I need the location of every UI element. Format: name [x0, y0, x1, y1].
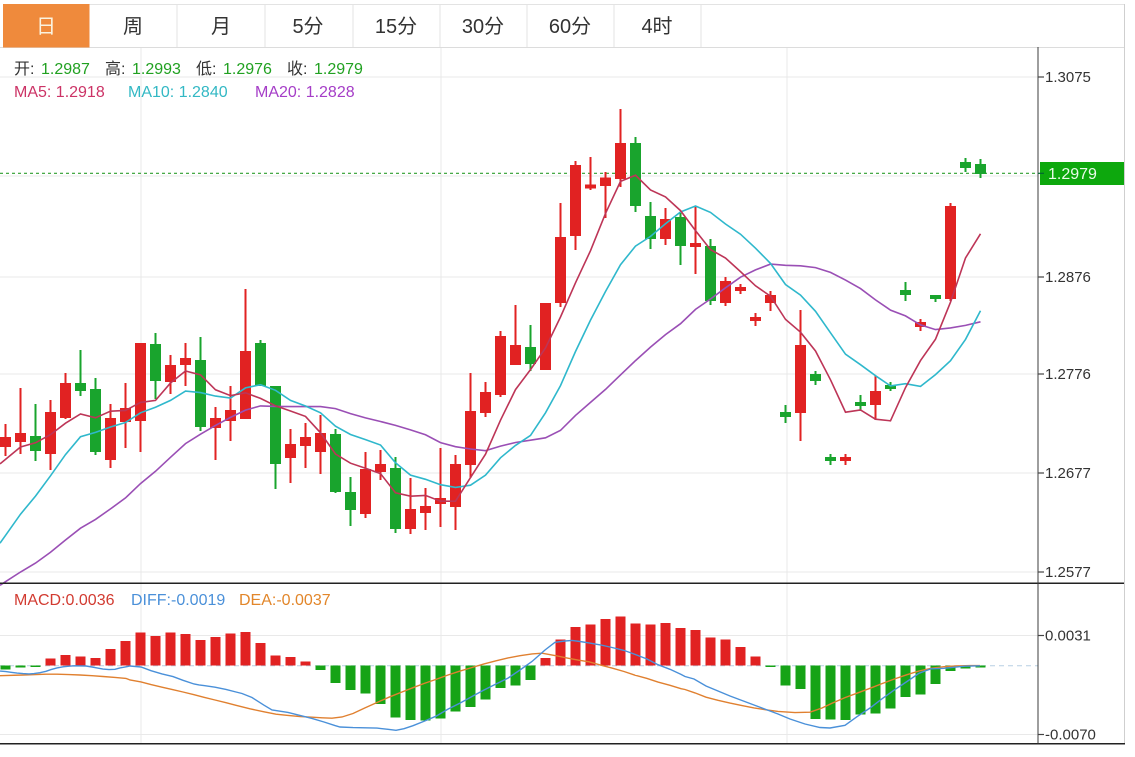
svg-text:1.2776: 1.2776	[1045, 366, 1091, 383]
svg-text:-0.0070: -0.0070	[1045, 727, 1096, 744]
svg-text:开:: 开:	[14, 61, 34, 78]
svg-text:15分: 15分	[375, 15, 417, 38]
svg-text:1.2577: 1.2577	[1045, 564, 1091, 581]
svg-text:1.2876: 1.2876	[1045, 269, 1091, 286]
svg-text:MA5: 1.2918: MA5: 1.2918	[14, 84, 105, 101]
svg-text:MA10: 1.2840: MA10: 1.2840	[128, 84, 228, 101]
svg-text:1.2987: 1.2987	[41, 61, 90, 78]
svg-text:1.2993: 1.2993	[132, 61, 181, 78]
svg-text:1.2979: 1.2979	[1048, 166, 1097, 183]
svg-text:月: 月	[211, 16, 231, 38]
svg-text:1.2677: 1.2677	[1045, 465, 1091, 482]
svg-text:1.2976: 1.2976	[223, 61, 272, 78]
svg-text:4时: 4时	[641, 15, 672, 38]
svg-text:收:: 收:	[287, 60, 307, 78]
svg-text:1.3075: 1.3075	[1045, 69, 1091, 86]
svg-text:周: 周	[123, 16, 143, 38]
svg-text:5分: 5分	[292, 15, 323, 38]
svg-text:0.0031: 0.0031	[1045, 628, 1091, 645]
svg-text:日: 日	[36, 16, 56, 38]
svg-text:DIFF:-0.0019: DIFF:-0.0019	[131, 592, 225, 609]
svg-text:MACD:0.0036: MACD:0.0036	[14, 592, 115, 609]
svg-text:低:: 低:	[196, 60, 216, 78]
svg-text:MA20: 1.2828: MA20: 1.2828	[255, 84, 355, 101]
svg-text:30分: 30分	[462, 15, 504, 38]
svg-text:DEA:-0.0037: DEA:-0.0037	[239, 592, 331, 609]
svg-text:60分: 60分	[549, 15, 591, 38]
svg-text:1.2979: 1.2979	[314, 61, 363, 78]
svg-text:高:: 高:	[105, 60, 125, 78]
